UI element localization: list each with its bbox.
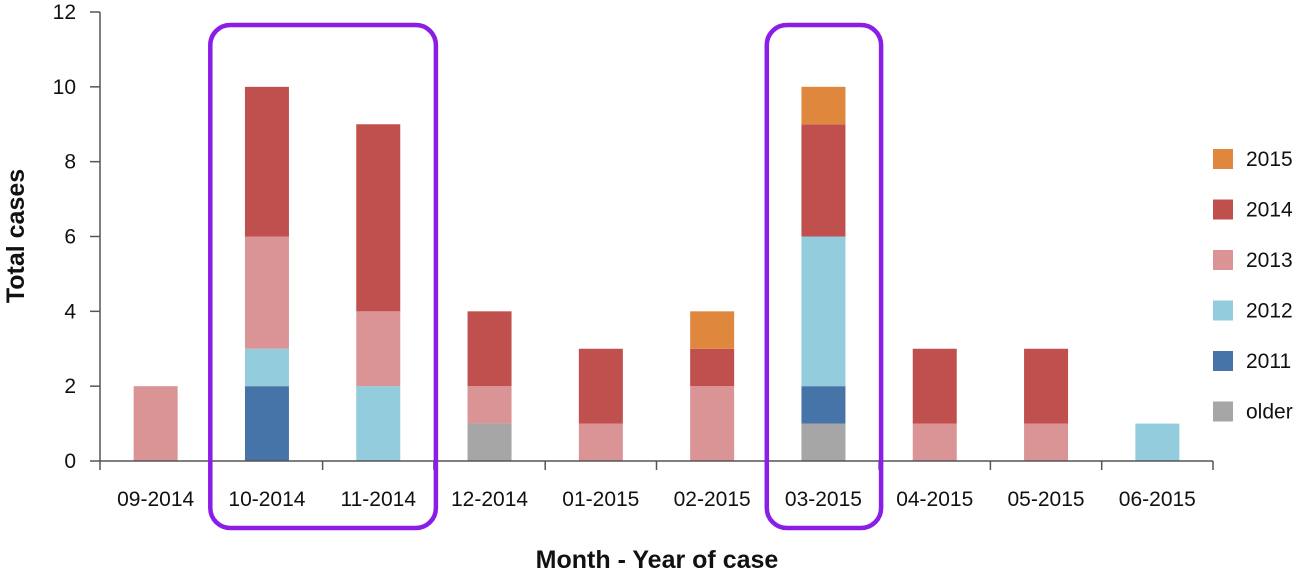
bar-segment-2014-01-2015 (578, 348, 623, 424)
bar-segment-2012-06-2015 (1135, 423, 1180, 461)
y-tick-label: 8 (64, 151, 76, 174)
legend-swatch (1213, 300, 1233, 321)
x-tick-label: 05-2015 (1008, 488, 1085, 511)
bar-segment-older-12-2014 (467, 423, 512, 461)
bar-segment-2014-12-2014 (467, 311, 512, 387)
legend-item-2014: 2014 (1213, 199, 1293, 222)
bar-segment-2013-12-2014 (467, 386, 512, 424)
bar-segment-2011-03-2015 (801, 386, 846, 424)
highlight-box-1 (208, 22, 439, 531)
bar-segment-2012-10-2014 (244, 348, 289, 387)
y-tick-label: 2 (64, 375, 76, 398)
highlight-box-2 (764, 22, 884, 531)
x-tick-label: 02-2015 (674, 488, 751, 511)
legend-item-2013: 2013 (1213, 249, 1293, 272)
x-tick-label: 03-2015 (785, 488, 862, 511)
bar-segment-2012-11-2014 (356, 386, 401, 461)
legend-label: 2014 (1246, 199, 1293, 222)
legend-label: 2015 (1246, 148, 1293, 171)
legend-label: 2013 (1246, 249, 1293, 272)
y-tick-label: 4 (64, 300, 76, 323)
bar-segment-2014-04-2015 (912, 348, 957, 424)
y-tick-label: 10 (53, 76, 76, 99)
legend-item-2012: 2012 (1213, 300, 1293, 323)
bar-segment-2013-02-2015 (690, 386, 735, 461)
legend-item-older: older (1213, 401, 1293, 424)
bar-segment-2012-03-2015 (801, 236, 846, 387)
bar-segment-2014-03-2015 (801, 124, 846, 237)
x-axis-ticks: 09-2014 10-2014 11-2014 12-2014 01-2015 02-20… (99, 461, 1214, 511)
bar-segment-2015-03-2015 (801, 86, 846, 125)
x-tick-label: 01-2015 (562, 488, 639, 511)
legend-label: older (1246, 401, 1293, 424)
legend: 2015 2014 2013 2012 2011 older (1213, 148, 1293, 424)
y-axis-title: Total cases (2, 169, 30, 303)
bar-segment-older-03-2015 (801, 423, 846, 461)
bar-segment-2015-02-2015 (690, 311, 735, 349)
legend-label: 2012 (1246, 300, 1293, 323)
bar-segment-2014-10-2014 (244, 86, 289, 237)
axes-layer: 0 2 4 6 8 10 12 09-2014 10-2014 11-2014 12-2014 01… (53, 1, 1214, 511)
bar-segment-2014-11-2014 (356, 124, 401, 312)
legend-item-2011: 2011 (1213, 350, 1291, 373)
legend-item-2015: 2015 (1213, 148, 1293, 171)
x-tick-label: 06-2015 (1119, 488, 1196, 511)
y-axis-ticks: 0 2 4 6 8 10 12 (53, 1, 100, 473)
bars-layer (133, 86, 1180, 461)
x-tick-label: 11-2014 (340, 488, 416, 511)
bar-segment-2013-05-2015 (1024, 423, 1069, 461)
y-tick-label: 0 (64, 450, 76, 473)
legend-swatch (1213, 351, 1233, 371)
bar-segment-2013-11-2014 (356, 311, 401, 387)
legend-swatch (1213, 250, 1233, 270)
bar-segment-2014-05-2015 (1024, 348, 1069, 424)
legend-swatch (1213, 401, 1233, 422)
legend-swatch (1213, 199, 1233, 220)
bar-segment-2013-09-2014 (133, 386, 178, 461)
x-tick-label: 10-2014 (228, 488, 305, 511)
bar-segment-2013-04-2015 (912, 423, 957, 461)
x-tick-label: 09-2014 (117, 488, 194, 511)
y-tick-label: 6 (64, 226, 76, 249)
x-axis-title: Month - Year of case (536, 546, 779, 574)
legend-swatch (1213, 149, 1233, 169)
highlight-boxes (208, 22, 884, 531)
bar-segment-2013-10-2014 (244, 236, 289, 349)
legend-label: 2011 (1246, 350, 1291, 373)
bar-segment-2011-10-2014 (244, 386, 289, 461)
bar-segment-2013-01-2015 (578, 423, 623, 461)
x-tick-label: 12-2014 (451, 488, 528, 511)
y-tick-label: 12 (53, 1, 76, 24)
bar-segment-2014-02-2015 (690, 348, 735, 387)
x-tick-label: 04-2015 (896, 488, 973, 511)
